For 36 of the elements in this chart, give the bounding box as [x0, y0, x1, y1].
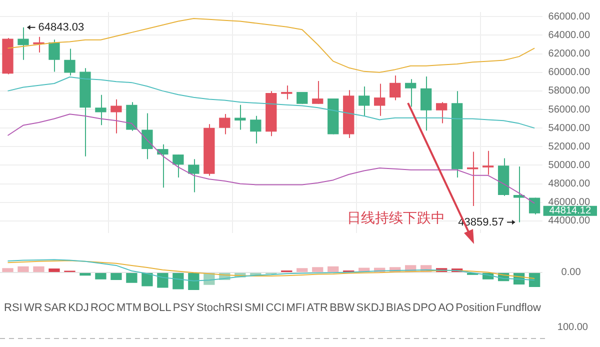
annotation: 日线持续下跌中	[347, 209, 446, 226]
text: SKDJ	[356, 301, 384, 315]
y-tick-label: 52000.00	[548, 141, 590, 152]
y-tick-label: 58000.00	[548, 86, 590, 97]
text: BBW	[330, 301, 355, 315]
text: WR	[24, 301, 42, 315]
y-tick-label: 44000.00	[548, 216, 590, 227]
y-tick-label: 60000.00	[548, 67, 590, 78]
text: BOLL	[143, 301, 172, 315]
y-tick-label: 56000.00	[548, 104, 590, 116]
text: StochRSI	[196, 301, 243, 315]
text: MTM	[116, 301, 142, 315]
text: BIAS	[386, 301, 412, 315]
text: MFI	[286, 301, 306, 315]
annotation: 64843.03	[38, 21, 84, 34]
text: SAR	[44, 301, 66, 315]
text: 44814.12	[549, 206, 592, 217]
text: Fundflow	[496, 301, 541, 315]
text: PSY	[172, 301, 195, 315]
text: 0.00	[561, 266, 582, 278]
y-tick-label: 50000.00	[548, 160, 590, 171]
y-tick-label: 48000.00	[548, 178, 590, 190]
text: AO	[438, 301, 454, 315]
text: ATR	[306, 301, 328, 315]
y-tick-label: 62000.00	[548, 48, 590, 60]
y-tick-label: 66000.00	[548, 11, 590, 22]
text: Position	[456, 301, 495, 315]
y-tick-label: 54000.00	[548, 122, 590, 134]
text: RSI	[4, 301, 22, 315]
text: CCI	[266, 301, 285, 315]
text: SMI	[244, 301, 264, 315]
text: DPO	[412, 301, 436, 315]
text: 100.00	[557, 322, 588, 333]
y-tick-label: 64000.00	[548, 30, 590, 41]
text: KDJ	[68, 301, 89, 315]
text: ROC	[90, 301, 115, 315]
